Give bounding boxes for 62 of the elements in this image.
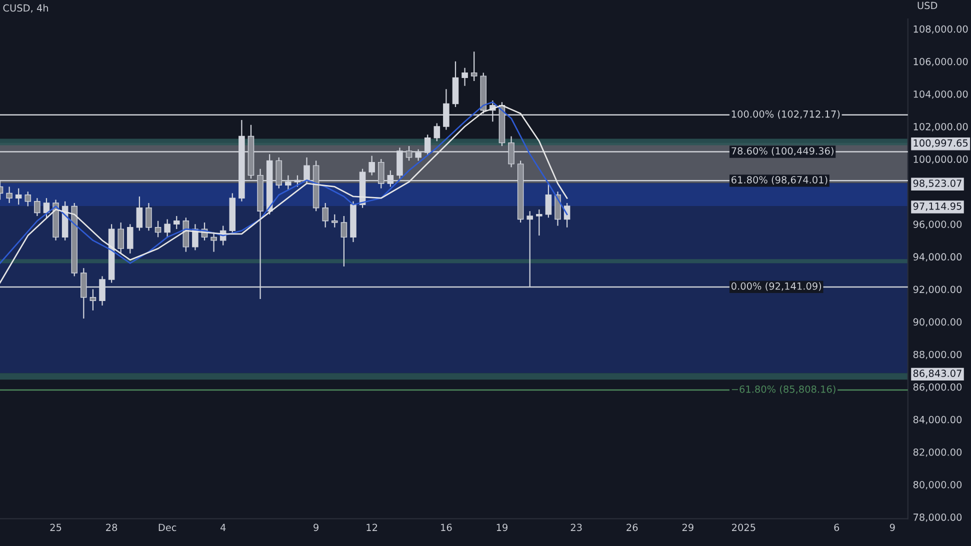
candlestick	[127, 224, 134, 254]
y-tick-label: 92,000.00	[913, 286, 962, 294]
x-tick-label: 25	[50, 524, 62, 532]
x-tick-label: 26	[626, 524, 638, 532]
y-tick-label: 100,000.00	[914, 156, 968, 164]
ref-line-label: 0.00% (92,141.09)	[731, 282, 822, 291]
candlestick	[332, 214, 338, 228]
ref-line-label: 61.80% (98,674.01)	[732, 176, 828, 185]
y-tick-label: 100,997.65	[914, 139, 968, 148]
y-tick-label: 86,843.07	[913, 370, 962, 378]
x-tick-label: 28	[106, 524, 118, 532]
candlestick	[6, 186, 12, 204]
x-tick-label: 6	[834, 524, 840, 532]
candlestick	[15, 188, 22, 206]
y-tick-label: 84,000.00	[913, 416, 962, 424]
candlestick	[43, 198, 50, 218]
y-tick-label: 88,000.00	[913, 350, 962, 360]
y-axis-title: USD	[918, 2, 938, 10]
candlestick	[340, 215, 348, 268]
y-tick-label: 102,000.00	[914, 122, 968, 132]
candlestick	[470, 51, 478, 82]
y-tick-label: 90,000.00	[913, 318, 962, 327]
candlestick	[322, 202, 328, 228]
candlestick	[462, 67, 468, 86]
y-tick-label: 96,000.00	[913, 220, 962, 229]
chart-title: CUSD, 4h	[3, 4, 48, 13]
ref-line-label: 78.60% (100,449.36)	[732, 147, 834, 156]
y-tick-label: 94,000.00	[913, 253, 962, 262]
x-tick-label: 9	[314, 524, 318, 532]
x-tick-label: Dec	[158, 524, 176, 532]
ref-line-label: −61.80% (85,808.16)	[732, 385, 836, 394]
candlestick	[545, 182, 552, 218]
y-tick-label: 97,114.95	[913, 202, 962, 211]
candlestick	[118, 222, 124, 254]
x-tick-label: 16	[441, 524, 452, 532]
candlestick	[164, 218, 170, 238]
y-tick-label: 82,000.00	[913, 448, 962, 457]
candlestick	[536, 208, 542, 236]
x-tick-label: 2025	[732, 524, 756, 532]
y-tick-label: 98,523.07	[913, 180, 962, 188]
x-tick-label: 9	[890, 524, 895, 532]
candlestick	[146, 202, 152, 232]
candlestick	[154, 220, 162, 238]
candlestick	[434, 122, 440, 142]
ref-line-label: 100.00% (102,712.17)	[732, 110, 840, 119]
y-tick-label: 108,000.00	[914, 25, 968, 34]
candlestick	[24, 191, 32, 207]
y-tick-label: 106,000.00	[914, 58, 968, 66]
candlestick	[136, 196, 143, 232]
x-tick-label: 23	[570, 524, 582, 532]
y-tick-label: 78,000.00	[914, 514, 962, 522]
candlestick	[210, 232, 217, 252]
x-tick-label: 29	[682, 524, 694, 532]
x-tick-label: 19	[496, 524, 508, 532]
y-tick-label: 86,000.00	[913, 383, 962, 392]
candlestick	[173, 215, 180, 230]
x-tick-label: 4	[220, 524, 226, 531]
candlestick	[34, 198, 40, 217]
x-tick-label: 12	[366, 524, 378, 531]
y-tick-label: 104,000.00	[914, 90, 968, 99]
y-tick-label: 80,000.00	[913, 481, 962, 490]
candlestick	[368, 155, 375, 176]
